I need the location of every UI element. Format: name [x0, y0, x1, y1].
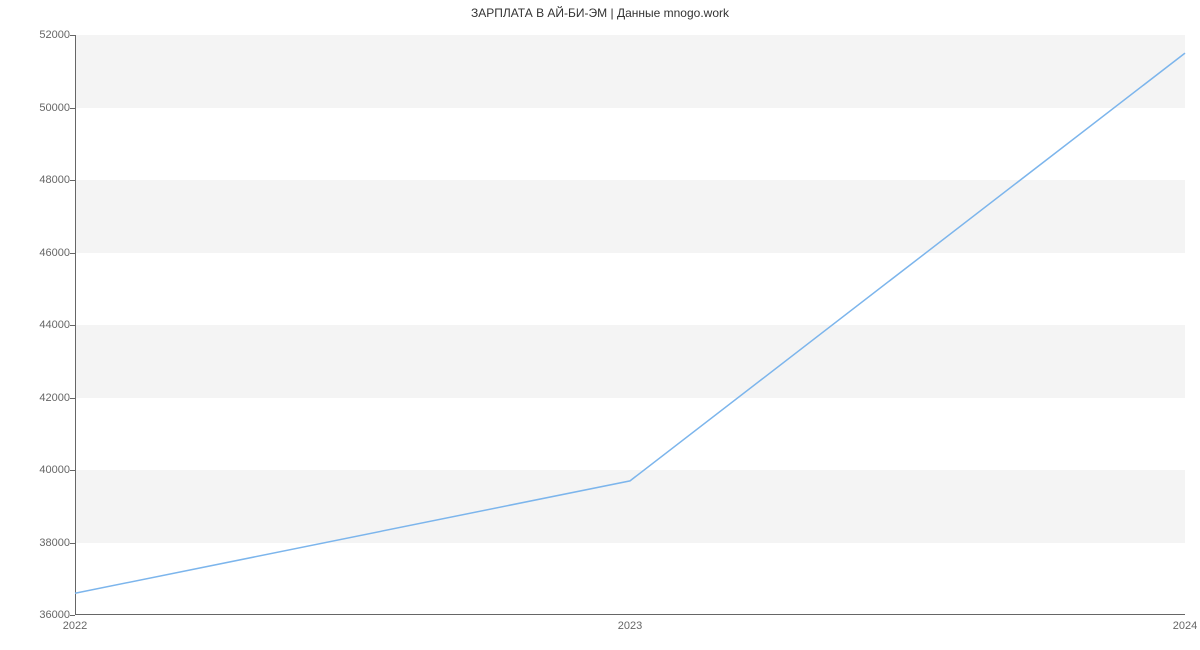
y-tick-mark	[70, 615, 75, 616]
y-tick-mark	[70, 543, 75, 544]
x-tick-label: 2024	[1173, 620, 1197, 632]
y-tick-mark	[70, 398, 75, 399]
y-tick-label: 44000	[10, 319, 70, 331]
y-tick-mark	[70, 108, 75, 109]
y-tick-label: 40000	[10, 464, 70, 476]
y-tick-label: 42000	[10, 392, 70, 404]
y-tick-label: 38000	[10, 537, 70, 549]
x-tick-label: 2022	[63, 620, 87, 632]
y-tick-mark	[70, 253, 75, 254]
salary-line	[75, 53, 1185, 593]
line-series	[75, 35, 1185, 615]
y-tick-label: 48000	[10, 174, 70, 186]
y-tick-mark	[70, 180, 75, 181]
y-tick-mark	[70, 35, 75, 36]
salary-chart: ЗАРПЛАТА В АЙ-БИ-ЭМ | Данные mnogo.work …	[0, 0, 1200, 650]
y-tick-label: 46000	[10, 247, 70, 259]
chart-title: ЗАРПЛАТА В АЙ-БИ-ЭМ | Данные mnogo.work	[0, 6, 1200, 20]
y-tick-mark	[70, 325, 75, 326]
y-tick-label: 36000	[10, 609, 70, 621]
y-tick-label: 50000	[10, 102, 70, 114]
y-tick-label: 52000	[10, 29, 70, 41]
x-tick-label: 2023	[618, 620, 642, 632]
y-tick-mark	[70, 470, 75, 471]
